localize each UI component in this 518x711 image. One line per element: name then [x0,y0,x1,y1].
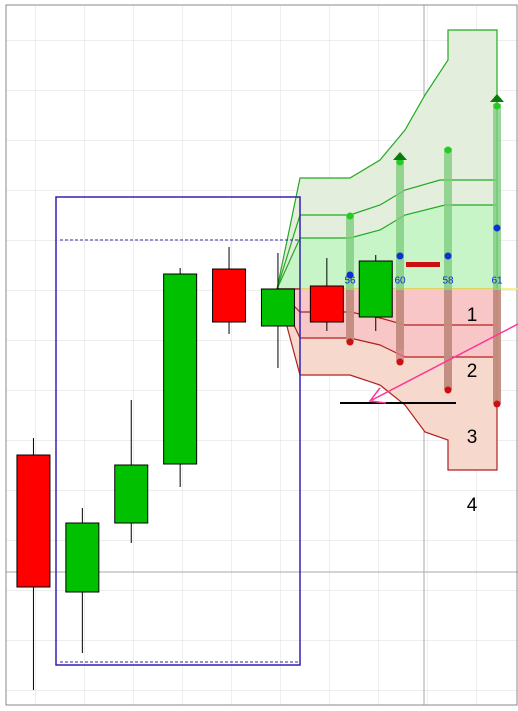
zone-label: 3 [467,427,478,448]
selection-box [55,196,301,666]
candle-body [16,454,51,588]
candle-body [163,273,198,465]
candle-body [114,464,149,524]
zone-label: 2 [467,361,478,382]
candle-body [65,522,100,593]
arrow [371,323,518,401]
bar-label: 58 [442,276,454,287]
bar-label: 56 [344,276,356,287]
bar-label: 60 [394,276,406,287]
candle-body [212,268,247,323]
frame [5,4,518,706]
candle-body [260,288,295,327]
range-bars [346,94,504,408]
zone-label: 4 [467,495,478,516]
zone-label: 1 [467,305,478,326]
bar-label: 61 [491,276,503,287]
arrow-head [368,387,387,404]
candle-body [358,260,393,318]
candle-body [309,285,344,323]
forecast-cone [276,29,518,471]
